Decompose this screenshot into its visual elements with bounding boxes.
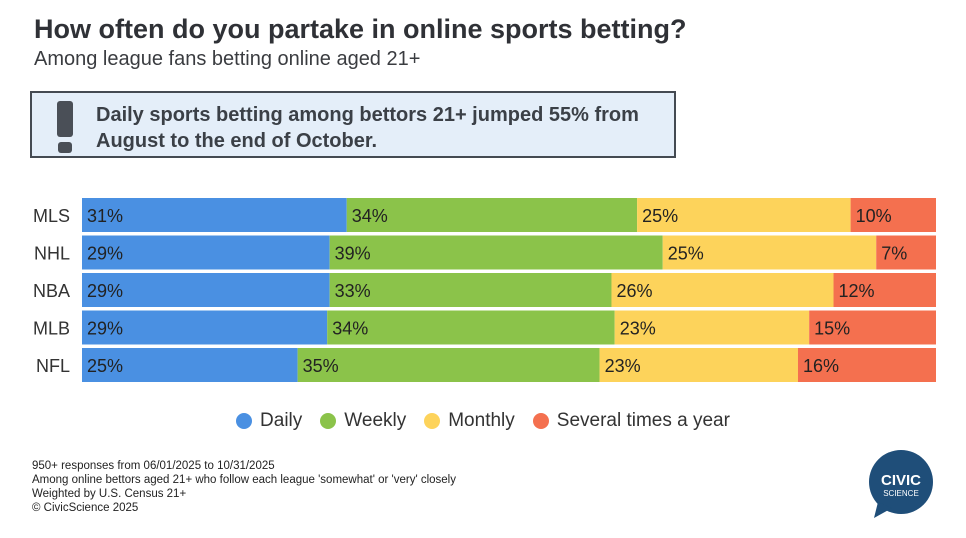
legend-label: Weekly [344,410,407,431]
data-label: 29% [87,319,123,339]
bar-segment [850,198,936,232]
category-label: MLS [33,206,70,226]
category-label: NHL [34,244,70,264]
data-label: 29% [87,244,123,264]
bar-segment [614,310,810,345]
data-label: 7% [881,244,907,264]
stacked-bar-chart: MLS 31% 34% 25% 10% NHL 29% 39% 25% 7% NBA 29% 33% 26… [33,198,936,382]
bar-segment [637,198,851,232]
data-label: 39% [335,244,371,264]
bar-segment [82,235,330,270]
bar-segment [662,235,877,270]
exclamation-icon [57,101,73,153]
callout-box: Daily sports betting among bettors 21+ j… [30,91,676,158]
data-label: 15% [814,319,850,339]
bar-segment [599,348,798,382]
legend-swatch [236,413,253,429]
legend-item: Daily [236,410,302,432]
category-label: NBA [33,281,70,301]
legend-item: Several times a year [532,410,730,432]
footnote-line: Weighted by U.S. Census 21+ [32,488,187,500]
bar-segment [297,348,600,382]
chart-legend: Daily Weekly Monthly Several times a year [0,410,966,432]
civicscience-logo: CIVIC SCIENCE [869,450,933,518]
callout-text: Daily sports betting among bettors 21+ j… [96,104,639,152]
bar-segment [876,235,936,270]
data-label: 12% [839,281,875,301]
logo-text-line1: CIVIC [881,472,921,489]
footnote-line: 950+ responses from 06/01/2025 to 10/31/… [32,460,275,472]
data-label: 29% [87,281,123,301]
bar-segment [329,273,612,307]
bar-segment [82,273,330,307]
bar-segment [809,310,936,345]
bar-segment [82,198,347,232]
footnote-line: © CivicScience 2025 [32,502,139,514]
category-label: MLB [33,319,70,339]
bar-segment [327,310,615,345]
footnote-line: Among online bettors aged 21+ who follow… [32,474,456,486]
chart-title: How often do you partake in online sport… [34,14,687,44]
logo-text-line2: SCIENCE [883,489,919,498]
chart-subtitle: Among league fans betting online aged 21… [34,48,421,70]
legend-item: Weekly [320,410,406,432]
legend-label: Monthly [448,410,515,431]
bar-segment [82,348,298,382]
bar-segment [833,273,936,307]
data-label: 34% [332,319,368,339]
data-label: 25% [642,206,678,226]
category-label: NFL [36,356,70,376]
data-label: 23% [620,319,656,339]
data-label: 25% [87,356,123,376]
bar-segment [611,273,834,307]
bar-segment [329,235,663,270]
data-label: 33% [335,281,371,301]
data-label: 25% [668,244,704,264]
data-label: 26% [616,281,652,301]
legend-label: Daily [260,410,303,431]
data-label: 16% [803,356,839,376]
data-label: 31% [87,206,123,226]
legend-swatch [320,413,337,429]
bar-segment [346,198,638,232]
data-label: 10% [856,206,892,226]
bar-segment [797,348,936,382]
legend-swatch [424,413,441,429]
data-label: 34% [352,206,388,226]
legend-swatch [532,413,549,429]
data-label: 35% [303,356,339,376]
data-label: 23% [605,356,641,376]
bar-segment [82,310,328,345]
legend-item: Monthly [424,410,515,432]
footnotes: 950+ responses from 06/01/2025 to 10/31/… [32,459,456,515]
legend-label: Several times a year [556,410,730,431]
